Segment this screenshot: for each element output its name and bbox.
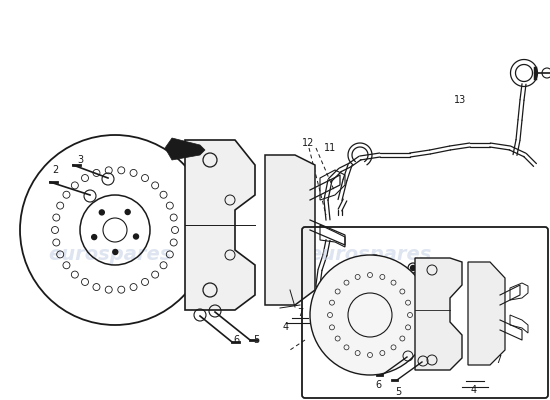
Text: eurospares: eurospares xyxy=(333,326,447,344)
Text: 12: 12 xyxy=(302,138,314,148)
Polygon shape xyxy=(468,262,505,365)
Text: 7: 7 xyxy=(297,308,303,318)
Polygon shape xyxy=(265,155,315,305)
Text: 3: 3 xyxy=(77,155,83,165)
Text: 5: 5 xyxy=(395,387,401,397)
Text: 9: 9 xyxy=(445,283,451,293)
Text: 7: 7 xyxy=(495,355,501,365)
Text: 2: 2 xyxy=(52,165,58,175)
Text: 10: 10 xyxy=(424,283,436,293)
Text: 10: 10 xyxy=(357,283,369,293)
Text: 1: 1 xyxy=(169,143,175,153)
Text: eurospares: eurospares xyxy=(309,246,432,264)
Polygon shape xyxy=(185,140,255,310)
Text: 6: 6 xyxy=(375,380,381,390)
Circle shape xyxy=(100,210,104,215)
Text: 6: 6 xyxy=(233,335,239,345)
Circle shape xyxy=(410,266,415,270)
Circle shape xyxy=(390,268,395,272)
Circle shape xyxy=(125,210,130,214)
Circle shape xyxy=(310,255,430,375)
Text: 4: 4 xyxy=(283,322,289,332)
Circle shape xyxy=(92,234,97,240)
Text: eurospares: eurospares xyxy=(48,246,172,264)
Text: 8: 8 xyxy=(385,283,391,293)
Circle shape xyxy=(134,234,139,239)
Polygon shape xyxy=(415,258,462,370)
Text: 11: 11 xyxy=(324,143,336,153)
Polygon shape xyxy=(165,138,205,160)
Circle shape xyxy=(113,250,118,254)
Text: 5: 5 xyxy=(253,335,259,345)
Text: 4: 4 xyxy=(471,385,477,395)
Text: 8: 8 xyxy=(415,283,421,293)
Text: 13: 13 xyxy=(454,95,466,105)
